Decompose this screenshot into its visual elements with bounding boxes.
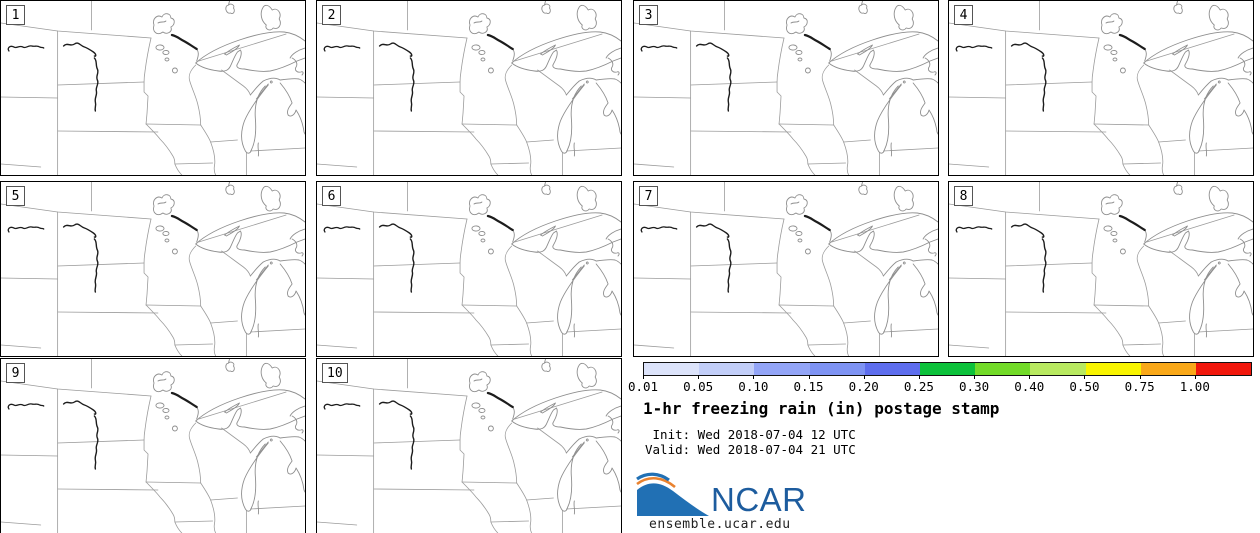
midwest-map-graphic — [1, 1, 305, 175]
colorbar-tick-mark — [863, 375, 865, 379]
colorbar-tick-mark — [1084, 375, 1086, 379]
valid-time: Valid: Wed 2018-07-04 21 UTC — [645, 442, 856, 457]
ncar-logo: NCAR — [636, 472, 807, 518]
midwest-map-graphic — [1, 359, 305, 533]
colorbar-tick-label: 0.25 — [903, 379, 934, 394]
colorbar-segment — [1140, 363, 1196, 375]
colorbar-segment — [1085, 363, 1141, 375]
colorbar-tick-label: 0.20 — [848, 379, 879, 394]
panel-number-label: 9 — [6, 363, 25, 383]
ncar-logo-swoosh — [637, 483, 709, 516]
colorbar-segment — [919, 363, 976, 375]
ncar-logo-arc — [636, 477, 676, 489]
midwest-map-graphic — [317, 1, 621, 175]
map-panel: 9 — [0, 358, 306, 533]
colorbar-tick-mark — [974, 375, 976, 379]
ncar-logo-text: NCAR — [711, 481, 807, 518]
colorbar-tick-label: 0.75 — [1124, 379, 1155, 394]
colorbar-tick-mark — [1139, 375, 1141, 379]
map-panel: 10 — [316, 358, 622, 533]
map-panel: 5 — [0, 181, 306, 357]
panel-number-label: 10 — [322, 363, 348, 383]
colorbar-tick-mark — [643, 375, 644, 379]
colorbar-segment — [864, 363, 920, 375]
midwest-map-graphic — [634, 1, 938, 175]
colorbar-tick-mark — [918, 375, 920, 379]
colorbar-tick-mark — [1029, 375, 1031, 379]
map-panel: 8 — [948, 181, 1254, 357]
colorbar-tick-label: 0.15 — [793, 379, 824, 394]
init-time: Init: Wed 2018-07-04 12 UTC — [645, 427, 856, 442]
legend-block: 0.01 0.05 0.10 0.15 0.20 0.25 0.30 0.40 0.50 0.75… — [628, 358, 1260, 533]
colorbar-tick-mark — [698, 375, 700, 379]
map-panel: 6 — [316, 181, 622, 357]
init-valid-times: Init: Wed 2018-07-04 12 UTC Valid: Wed 2… — [645, 427, 856, 457]
map-panel: 4 — [948, 0, 1254, 176]
map-panel: 3 — [633, 0, 939, 176]
colorbar-tick-label: 0.10 — [738, 379, 769, 394]
colorbar-tick-label: 0.40 — [1014, 379, 1045, 394]
colorbar-tick-label: 0.50 — [1069, 379, 1100, 394]
colorbar-segment — [644, 363, 700, 375]
colorbar-tick-mark — [808, 375, 810, 379]
midwest-map-graphic — [634, 182, 938, 356]
midwest-map-graphic — [317, 359, 621, 533]
panel-number-label: 5 — [6, 186, 25, 206]
colorbar-segment — [809, 363, 865, 375]
ncar-logo-top-sliver — [636, 472, 670, 482]
colorbar-tick-label: 1.00 — [1179, 379, 1210, 394]
colorbar-tick-label: 0.05 — [683, 379, 714, 394]
colorbar-tick-mark — [753, 375, 755, 379]
colorbar — [643, 362, 1252, 376]
map-panel: 7 — [633, 181, 939, 357]
colorbar-tick-mark — [1194, 375, 1196, 379]
colorbar-segment — [1195, 363, 1252, 375]
midwest-map-graphic — [317, 182, 621, 356]
colorbar-segment — [699, 363, 755, 375]
panel-number-label: 1 — [6, 5, 25, 25]
midwest-map-graphic — [949, 182, 1253, 356]
colorbar-segment — [975, 363, 1031, 375]
colorbar-segment — [754, 363, 810, 375]
colorbar-segment — [1030, 363, 1086, 375]
colorbar-tick-label: 0.30 — [959, 379, 990, 394]
midwest-map-graphic — [1, 182, 305, 356]
figure-title: 1-hr freezing rain (in) postage stamp — [643, 399, 1000, 418]
panel-number-label: 6 — [322, 186, 341, 206]
midwest-map-graphic — [949, 1, 1253, 175]
panel-number-label: 8 — [954, 186, 973, 206]
panel-number-label: 7 — [639, 186, 658, 206]
map-panel: 1 — [0, 0, 306, 176]
panel-number-label: 2 — [322, 5, 341, 25]
panel-number-label: 3 — [639, 5, 658, 25]
panel-number-label: 4 — [954, 5, 973, 25]
site-url: ensemble.ucar.edu — [649, 517, 791, 532]
map-panel: 2 — [316, 0, 622, 176]
colorbar-tick-label: 0.01 — [627, 379, 659, 394]
